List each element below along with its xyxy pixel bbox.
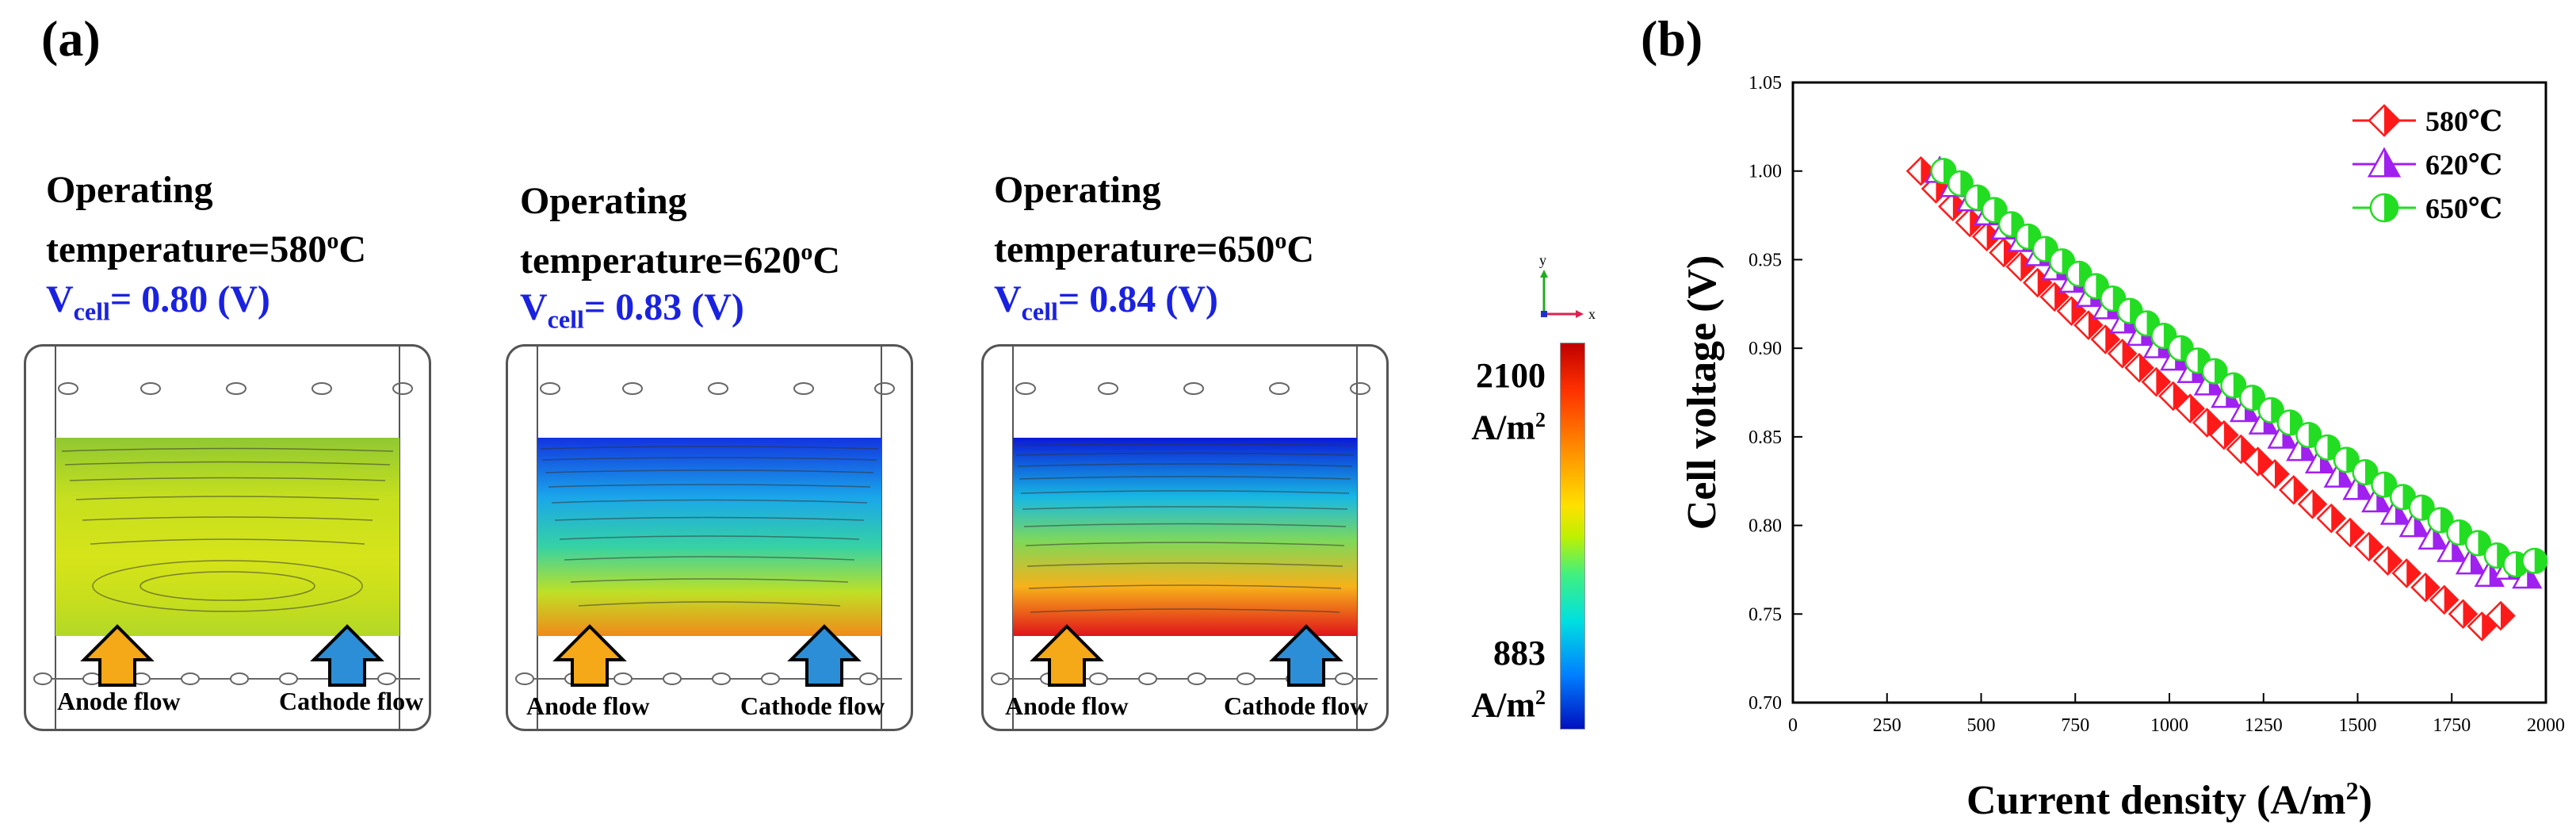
data-point-diamond xyxy=(2297,488,2328,519)
data-point-diamond xyxy=(2157,381,2188,412)
data-point-diamond xyxy=(2209,420,2239,450)
colorbar xyxy=(1560,343,1585,730)
vcell-readout: Vcell= 0.83 (V) xyxy=(520,286,744,334)
x-tick-label: 500 xyxy=(1967,715,1996,736)
colorbar-max-label: 2100 A/m2 xyxy=(1471,356,1546,447)
data-point-triangle xyxy=(2379,497,2411,525)
anode-arrow-icon xyxy=(552,624,627,687)
legend-marker-diamond xyxy=(2368,104,2401,137)
data-point-diamond xyxy=(2410,573,2440,603)
current-density-field xyxy=(33,344,420,731)
axis-y-label: y xyxy=(1539,252,1546,268)
data-point-diamond xyxy=(2391,558,2422,588)
legend-label: 580℃ xyxy=(2425,105,2502,137)
data-point-diamond xyxy=(2448,599,2479,630)
data-point-diamond xyxy=(2226,434,2257,465)
x-tick-label: 1500 xyxy=(2339,715,2377,736)
cathode-arrow-icon xyxy=(1269,624,1343,687)
data-point-triangle xyxy=(2342,473,2373,500)
data-point-diamond xyxy=(2192,408,2222,438)
data-point-circle xyxy=(2521,547,2548,574)
anode-arrow-icon xyxy=(1030,624,1104,687)
data-point-diamond xyxy=(2107,339,2138,369)
data-point-diamond xyxy=(2124,352,2154,383)
cathode-flow-label: Cathode flow xyxy=(1224,692,1369,720)
data-point-circle xyxy=(2389,484,2417,511)
x-tick-label: 750 xyxy=(2061,715,2089,736)
data-point-diamond xyxy=(2335,517,2365,548)
anode-flow-label: Anode flow xyxy=(526,692,650,720)
axis-x-label: x xyxy=(1588,306,1596,322)
data-point-diamond xyxy=(2353,531,2384,562)
data-point-circle xyxy=(2295,422,2322,449)
legend-entry: 650℃ xyxy=(2352,193,2502,224)
data-point-diamond xyxy=(2467,611,2498,642)
axes-triad-icon: y x xyxy=(1539,252,1596,322)
data-point-diamond xyxy=(2005,251,2036,282)
current-density-field xyxy=(515,344,902,731)
x-tick-label: 250 xyxy=(1873,715,1901,736)
cathode-flow-label: Cathode flow xyxy=(279,687,424,715)
y-tick-label: 1.00 xyxy=(1749,162,1782,182)
legend-label: 650℃ xyxy=(2425,193,2502,224)
legend-marker-circle xyxy=(2369,193,2399,223)
anode-arrow-icon xyxy=(80,624,155,687)
y-tick-label: 0.90 xyxy=(1749,339,1782,359)
y-tick-label: 0.75 xyxy=(1749,604,1782,625)
y-tick-label: 0.85 xyxy=(1749,427,1782,448)
data-point-circle xyxy=(1947,170,1974,197)
data-point-triangle xyxy=(2361,485,2392,513)
y-tick-label: 0.95 xyxy=(1749,250,1782,270)
y-tick-label: 0.80 xyxy=(1749,516,1782,537)
legend-entry: 620℃ xyxy=(2352,147,2502,181)
anode-flow-label: Anode flow xyxy=(1005,692,1129,720)
x-tick-label: 1250 xyxy=(2245,715,2283,736)
data-point-circle xyxy=(2371,471,2398,498)
panel-b-label: (b) xyxy=(1641,10,1703,67)
legend-label: 620℃ xyxy=(2425,149,2502,181)
x-tick-label: 0 xyxy=(1788,715,1798,736)
cathode-arrow-icon xyxy=(787,624,862,687)
vcell-readout: Vcell= 0.80 (V) xyxy=(46,278,270,326)
sim-title: Operating temperature=650oC xyxy=(994,169,1315,270)
data-point-diamond xyxy=(2141,366,2172,397)
cathode-arrow-icon xyxy=(310,624,384,687)
legend-entry: 580℃ xyxy=(2352,104,2502,137)
data-point-circle xyxy=(2220,372,2247,399)
data-point-circle xyxy=(2201,358,2228,385)
data-point-circle xyxy=(2238,385,2266,412)
data-point-diamond xyxy=(2175,393,2205,423)
data-point-diamond xyxy=(2260,459,2290,489)
vcell-readout: Vcell= 0.84 (V) xyxy=(994,278,1218,326)
y-axis-label: Cell voltage (V) xyxy=(1680,255,1725,531)
x-tick-label: 1000 xyxy=(2150,715,2188,736)
data-point-diamond xyxy=(2242,446,2273,477)
data-point-circle xyxy=(2333,446,2360,473)
panel-a-label: (a) xyxy=(41,10,101,67)
data-point-diamond xyxy=(2486,600,2516,631)
anode-flow-label: Anode flow xyxy=(57,687,181,715)
current-density-field xyxy=(991,344,1378,731)
data-point-diamond xyxy=(2316,503,2347,534)
y-tick-label: 1.05 xyxy=(1749,73,1782,94)
y-tick-label: 0.70 xyxy=(1749,693,1782,714)
data-point-diamond xyxy=(2278,475,2309,505)
sim-title: Operating temperature=620oC xyxy=(520,180,841,282)
data-point-diamond xyxy=(2372,546,2403,577)
legend-marker-triangle xyxy=(2367,147,2402,178)
sim-title: Operating temperature=580oC xyxy=(46,169,367,270)
x-axis-label: Current density (A/m2) xyxy=(1966,776,2372,823)
cathode-flow-label: Cathode flow xyxy=(740,692,885,720)
x-tick-label: 2000 xyxy=(2527,715,2565,736)
colorbar-min-label: 883 A/m2 xyxy=(1471,634,1546,725)
data-point-diamond xyxy=(2429,584,2459,615)
x-tick-label: 1750 xyxy=(2433,715,2471,736)
